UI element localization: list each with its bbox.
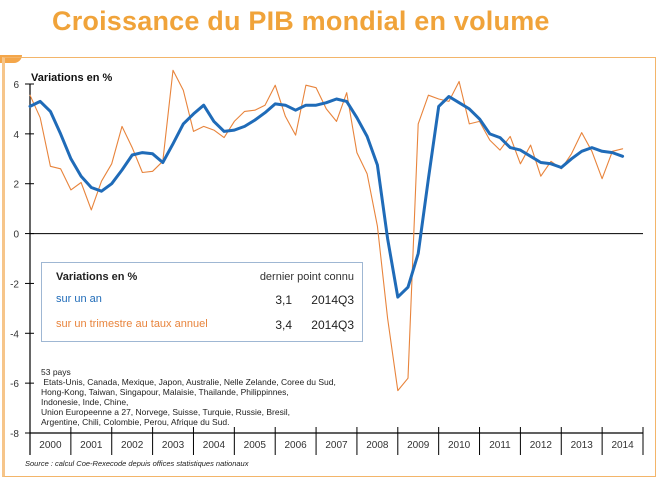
axes: 6 4 2 0 -2 -4 -6 -8 2000 2001 2002 2003 2004 2005 2006…	[10, 80, 644, 455]
x-tick-label: 2006	[285, 440, 308, 451]
legend-label: sur un trimestre au taux annuel	[56, 318, 208, 330]
series-line-quarterly	[29, 69, 624, 392]
series-lines	[28, 69, 625, 392]
x-tick-label: 2011	[489, 440, 511, 451]
legend-box: Variations en % dernier point connu sur …	[41, 262, 363, 342]
corner-decoration	[0, 55, 22, 63]
notes-line: Union Europeenne a 27, Norvege, Suisse, …	[41, 407, 290, 417]
series-line-yearly	[28, 95, 625, 299]
x-tick-label: 2013	[571, 440, 594, 451]
y-tick-label: 4	[13, 130, 19, 141]
x-tick-label: 2000	[39, 440, 62, 451]
notes-line: Hong-Kong, Taiwan, Singapour, Malaisie, …	[41, 387, 289, 397]
legend-header-right: dernier point connu	[259, 271, 354, 283]
x-tick-label: 2001	[80, 440, 103, 451]
chart-title: Croissance du PIB mondial en volume	[52, 6, 550, 36]
y-tick-label: 2	[13, 180, 19, 191]
x-tick-label: 2009	[407, 440, 430, 451]
x-tick-label: 2003	[162, 440, 185, 451]
legend-period: 2014Q3	[311, 293, 354, 307]
x-tick-label: 2002	[121, 440, 144, 451]
source-note: Source : calcul Coe-Rexecode depuis offi…	[25, 459, 249, 468]
x-tick-label: 2008	[366, 440, 389, 451]
notes-line: Indonesie, Inde, Chine,	[41, 397, 129, 407]
x-tick-label: 2012	[530, 440, 553, 451]
y-tick-label: 0	[13, 230, 19, 241]
y-tick-label: -2	[10, 279, 19, 290]
notes-line: Etats-Unis, Canada, Mexique, Japon, Aust…	[41, 377, 336, 387]
notes-count: 53 pays	[41, 367, 71, 377]
legend-item-quarterly: sur un trimestre au taux annuel 3,4 2014…	[56, 318, 354, 334]
legend-period: 2014Q3	[311, 318, 354, 332]
x-tick-label: 2004	[203, 440, 226, 451]
x-tick-label: 2014	[611, 440, 634, 451]
legend-item-yearly: sur un an 3,1 2014Q3	[56, 293, 354, 309]
x-tick-label: 2010	[448, 440, 471, 451]
chart-frame	[2, 57, 656, 477]
legend-label: sur un an	[56, 293, 102, 305]
country-notes: 53 pays Etats-Unis, Canada, Mexique, Jap…	[41, 367, 361, 427]
notes-line: Argentine, Chili, Colombie, Perou, Afriq…	[41, 417, 230, 427]
y-tick-label: -8	[10, 429, 19, 440]
x-tick-label: 2005	[244, 440, 267, 451]
x-tick-label: 2007	[325, 440, 348, 451]
legend-value: 3,4	[275, 318, 292, 332]
y-axis-unit-label: Variations en %	[31, 72, 113, 84]
legend-value: 3,1	[275, 293, 292, 307]
y-tick-label: 6	[13, 80, 19, 91]
y-tick-label: -4	[10, 329, 19, 340]
legend-header: Variations en %	[56, 271, 138, 283]
y-tick-label: -6	[10, 379, 19, 390]
